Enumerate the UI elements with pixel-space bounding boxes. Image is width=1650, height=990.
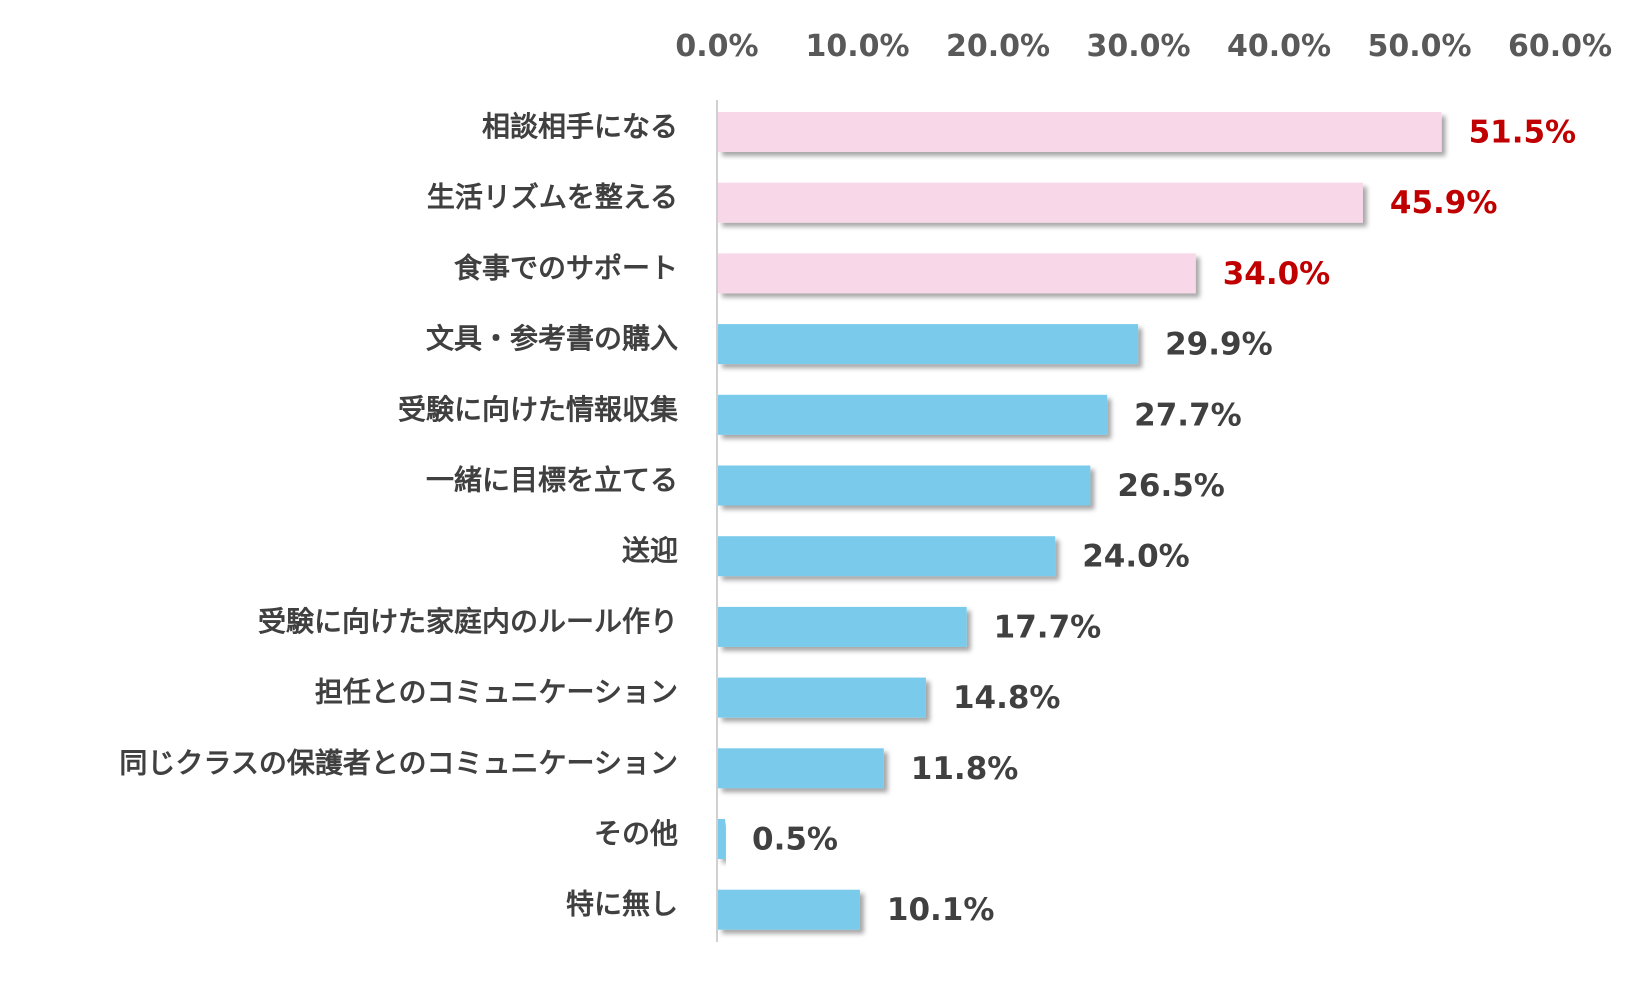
x-tick-label: 50.0% [1367, 29, 1471, 64]
bar [718, 112, 1442, 152]
bar-row: 受験に向けた家庭内のルール作り 17.7% [258, 605, 1101, 647]
bar [718, 324, 1139, 365]
value-label: 27.7% [1134, 397, 1242, 433]
bar-row: 受験に向けた情報収集 27.7% [398, 393, 1242, 435]
x-tick-label: 40.0% [1227, 29, 1331, 64]
bar [718, 889, 860, 930]
category-label: 送迎 [622, 534, 678, 567]
bar [718, 394, 1108, 435]
category-label: 特に無し [566, 888, 678, 921]
bar-row: 担任とのコミュニケーション 14.8% [315, 676, 1061, 718]
category-label: 担任とのコミュニケーション [315, 676, 678, 709]
value-label: 34.0% [1223, 256, 1331, 292]
bar-row: 生活リズムを整える 45.9% [427, 181, 1498, 223]
category-label: 食事でのサポート [454, 251, 678, 284]
value-label: 24.0% [1082, 539, 1190, 575]
bar-row: その他 0.5% [594, 817, 838, 859]
bar [718, 606, 967, 647]
value-label: 51.5% [1469, 115, 1577, 151]
category-label: 同じクラスの保護者とのコミュニケーション [119, 746, 678, 779]
bar-row: 一緒に目標を立てる 26.5% [426, 464, 1225, 506]
bar-row: 送迎 24.0% [622, 534, 1190, 577]
x-tick-label: 0.0% [675, 29, 758, 64]
bar-row: 相談相手になる 51.5% [482, 110, 1576, 152]
category-label: 文具・参考書の購入 [426, 322, 678, 355]
x-tick-label: 20.0% [946, 29, 1050, 64]
value-label: 14.8% [953, 680, 1061, 716]
bar [718, 819, 726, 859]
value-label: 45.9% [1390, 185, 1498, 221]
bar-row: 特に無し 10.1% [566, 888, 994, 930]
x-tick-label: 60.0% [1508, 29, 1612, 64]
bar [718, 182, 1363, 223]
bar-row: 文具・参考書の購入 29.9% [426, 322, 1273, 365]
bar-rows: 相談相手になる 51.5% 生活リズムを整える 45.9% 食事でのサポート 34.0% 文… [119, 110, 1576, 930]
bar-row: 食事でのサポート 34.0% [454, 251, 1331, 294]
value-label: 17.7% [994, 609, 1102, 645]
value-label: 10.1% [887, 892, 995, 928]
category-label: 生活リズムを整える [427, 181, 678, 214]
bar [718, 465, 1091, 506]
value-label: 11.8% [911, 751, 1019, 787]
bar-row: 同じクラスの保護者とのコミュニケーション 11.8% [119, 746, 1019, 789]
bar [718, 748, 884, 789]
x-axis-ticks: 0.0% 10.0% 20.0% 30.0% 40.0% 50.0% 60.0% [675, 29, 1612, 64]
x-tick-label: 30.0% [1086, 29, 1190, 64]
value-label: 26.5% [1117, 468, 1225, 504]
category-label: 受験に向けた家庭内のルール作り [258, 605, 678, 638]
category-label: 相談相手になる [482, 110, 678, 143]
category-label: その他 [594, 817, 678, 850]
x-tick-label: 10.0% [805, 29, 909, 64]
category-label: 受験に向けた情報収集 [398, 393, 678, 426]
value-label: 29.9% [1165, 327, 1273, 363]
value-label: 0.5% [752, 822, 838, 858]
bar [718, 253, 1196, 294]
category-label: 一緒に目標を立てる [426, 464, 678, 497]
bar [718, 677, 926, 718]
bar [718, 536, 1056, 577]
